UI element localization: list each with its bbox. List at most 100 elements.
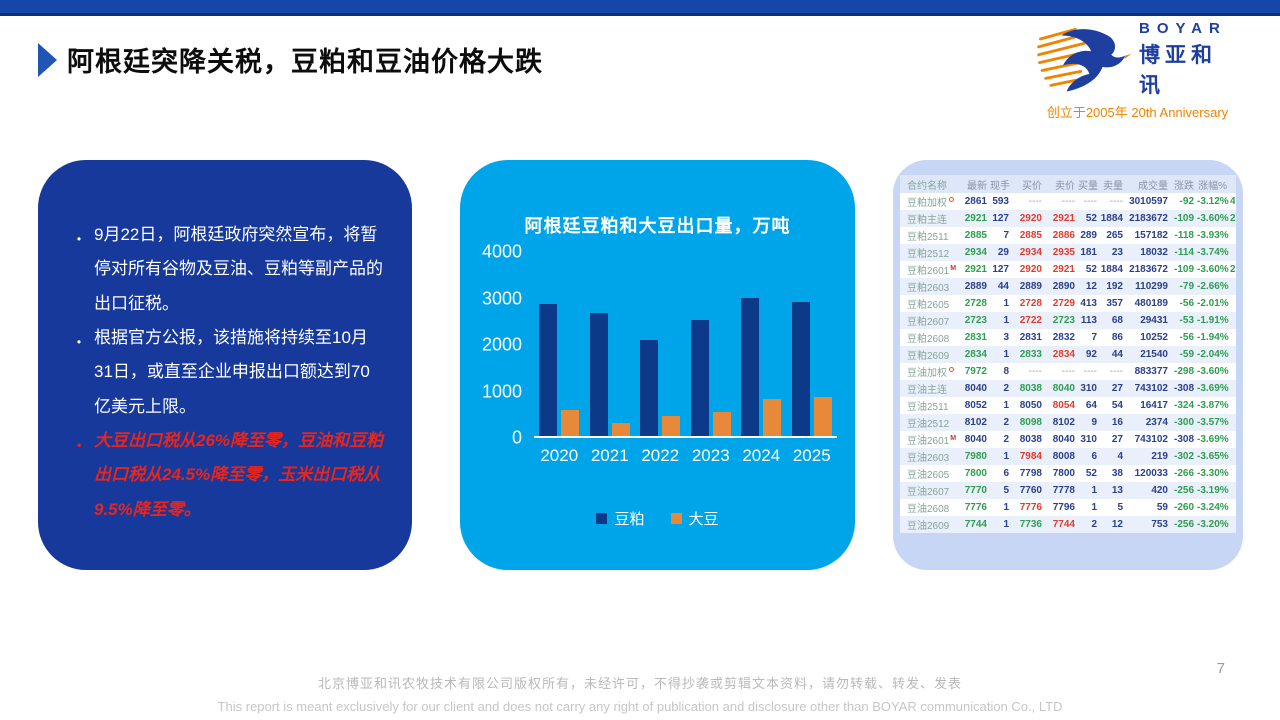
quote-cell: 357 [1106, 298, 1123, 309]
quote-cell: 2920 [1019, 213, 1042, 224]
quote-cell: 86 [1111, 332, 1123, 343]
quote-cell: 2920 [1019, 264, 1042, 275]
quote-cell: 2831 [964, 332, 987, 343]
quote-cell: 8040 [1052, 434, 1075, 445]
main-contract-marker: M [950, 264, 957, 272]
contract-name: 豆粕2607 [907, 317, 950, 328]
key-points-panel: • 9月22日，阿根廷政府突然宣布，将暂停对所有谷物及豆油、豆粕等副产品的出口征税… [38, 160, 412, 570]
column-header: 最新 [967, 180, 987, 192]
bullet-text: 9月22日，阿根廷政府突然宣布，将暂停对所有谷物及豆油、豆粕等副产品的出口征税。 [94, 225, 383, 313]
quote-cell: 2886 [1052, 230, 1075, 241]
quote-cell: 13 [1111, 485, 1123, 496]
bar-豆粕 [589, 313, 608, 436]
boyar-logo: BOYAR 博亚和讯 创立于2005年 20th Anniversary [1035, 20, 1240, 121]
quote-cell: 7770 [964, 485, 987, 496]
contract-name: 豆油2511 [907, 402, 949, 413]
quote-cell: 7736 [1019, 519, 1042, 530]
table-row: 豆粕2609 2834 1 2833 2834 92 44 21540 -59 -2.04% [900, 346, 1236, 363]
x-tick-label: 2023 [691, 446, 730, 465]
column-header: 现手 [990, 180, 1010, 192]
table-row: 豆油2512 8102 2 8098 8102 9 16 2374 -300 -3.57% [900, 414, 1236, 431]
table-row: 豆油2605 7800 6 7798 7800 52 38 120033 -266 -3.30% [900, 465, 1236, 482]
contract-name: 豆油主连 [907, 385, 947, 396]
quote-cell: 113 [1080, 315, 1097, 326]
quote-cell: 29431 [1140, 315, 1168, 326]
page-title: 阿根廷突降关税，豆粕和豆油价格大跌 [67, 47, 543, 77]
slide-header: 阿根廷突降关税，豆粕和豆油价格大跌 [38, 40, 543, 79]
weighted-marker-icon [949, 196, 954, 202]
quote-cell: 7 [1003, 230, 1009, 241]
quote-cell: 59 [1156, 502, 1168, 513]
bar-大豆 [611, 423, 630, 436]
quote-cell: 7800 [964, 468, 987, 479]
quote-cell: -1.94% [1197, 332, 1229, 343]
page-number: 7 [1216, 660, 1225, 677]
chart-x-axis: 2020 2021 2022 2023 2024 2025 [534, 446, 837, 466]
bar-大豆 [712, 412, 731, 436]
table-row: 豆油2609 7744 1 7736 7744 2 12 753 -256 -3.20% [900, 516, 1236, 533]
quote-cell: 2 [1003, 434, 1009, 445]
x-tick-label: 2024 [742, 446, 781, 465]
table-row: 豆油2601M 8040 2 8038 8040 310 27 743102 -308 -3.69… [900, 431, 1236, 448]
quote-cell: 2889 [964, 281, 987, 292]
quote-cell: 2722 [1019, 315, 1042, 326]
bullet-item: • 大豆出口税从26%降至零，豆油和豆粕出口税从24.5%降至零，玉米出口税从9.… [64, 424, 386, 527]
quote-cell: 192 [1106, 281, 1123, 292]
quote-cell: -2.01% [1197, 298, 1229, 309]
y-tick-label: 2000 [481, 334, 522, 355]
quote-cell: 1 [1003, 400, 1009, 411]
column-header: 买量 [1078, 180, 1098, 192]
quote-cell: 7798 [1019, 468, 1042, 479]
contract-name: 豆粕2512 [907, 249, 950, 260]
quote-cell: 7980 [964, 451, 987, 462]
x-tick-label: 2022 [641, 446, 680, 465]
quote-cell: 1 [1003, 519, 1009, 530]
quote-cell: 2921 [964, 213, 987, 224]
quote-cell: 7 [1091, 332, 1097, 343]
contract-name: 豆粕2608 [907, 334, 950, 345]
quote-cell: 52 [1085, 264, 1097, 275]
column-header: 涨幅% [1198, 180, 1227, 192]
quote-cell: 1 [1091, 485, 1097, 496]
y-tick-label: 4000 [481, 241, 522, 262]
quote-cell: -324 [1173, 400, 1194, 411]
quote-cell: 310 [1080, 434, 1097, 445]
quote-cell: 16417 [1140, 400, 1168, 411]
quote-cell: -298 [1173, 366, 1194, 377]
quote-cell: -114 [1174, 247, 1194, 258]
bar-group [741, 252, 782, 436]
quote-cell: -308 [1173, 434, 1194, 445]
quote-cell: ---- [1083, 196, 1097, 207]
quote-cell: -3.57% [1197, 417, 1229, 428]
quote-cell: 7984 [1019, 451, 1042, 462]
quote-cell: 2833 [1019, 349, 1042, 360]
quote-cell: 8038 [1019, 383, 1042, 394]
quote-cell: 8054 [1052, 400, 1075, 411]
futures-quote-table: 合约名称 最新 现手 买价 卖价 买量 卖量 成交量 涨跌 涨幅% 豆粕加权 2861 593 ---- -… [900, 175, 1236, 533]
quote-cell: 5 [1117, 502, 1123, 513]
table-row: 豆油加权 7972 8 ---- ---- ---- ---- 883377 -298 -3.60… [900, 363, 1236, 380]
quote-cell: 110299 [1135, 281, 1168, 292]
quote-cell: -3.87% [1197, 400, 1229, 411]
table-header-row: 合约名称 最新 现手 买价 卖价 买量 卖量 成交量 涨跌 涨幅% [900, 175, 1236, 193]
quote-cell: -256 [1173, 485, 1194, 496]
legend-swatch [670, 513, 682, 524]
quote-cell: 2921 [1052, 213, 1075, 224]
y-tick-label: 1000 [481, 381, 522, 401]
logo-brand-en: BOYAR [1139, 20, 1227, 37]
table-row: 豆油2608 7776 1 7776 7796 1 5 59 -260 -3.24% [900, 499, 1236, 516]
quote-cell: -3.30% [1197, 468, 1229, 479]
quote-cell: 8050 [1019, 400, 1042, 411]
quote-cell: 18032 [1140, 247, 1168, 258]
chart-y-axis: 4000 3000 2000 1000 0 [476, 242, 528, 448]
quote-cell: 289 [1080, 230, 1097, 241]
quote-cell: -56 [1179, 332, 1194, 343]
quote-cell: 12 [1085, 281, 1097, 292]
quote-cell: 64 [1085, 400, 1097, 411]
contract-name: 豆粕2511 [907, 232, 949, 243]
quote-cell: 16 [1111, 417, 1123, 428]
legend-swatch [596, 513, 608, 524]
quote-cell: 1 [1003, 298, 1009, 309]
column-header: 合约名称 [907, 180, 947, 192]
quote-cell: 2728 [1019, 298, 1042, 309]
